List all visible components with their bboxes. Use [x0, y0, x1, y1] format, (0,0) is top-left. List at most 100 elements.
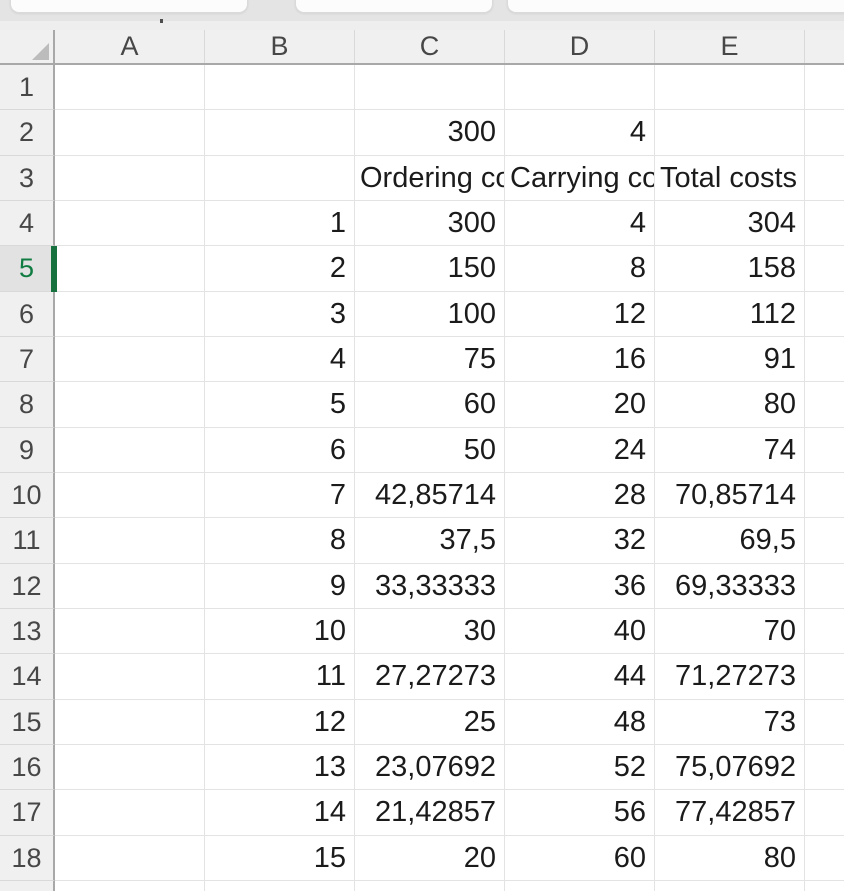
row-header-11[interactable]: 11	[0, 518, 55, 564]
cell-E4[interactable]: 304	[655, 200, 805, 247]
cell-E5[interactable]: 158	[655, 246, 805, 292]
cell-A9[interactable]	[55, 427, 205, 473]
cell-E8[interactable]: 80	[655, 382, 805, 428]
cell-B17[interactable]: 14	[205, 790, 355, 836]
cell-B7[interactable]: 4	[205, 336, 355, 383]
cell-A1[interactable]	[55, 65, 205, 111]
cell-F16[interactable]	[805, 744, 844, 791]
cell-D5[interactable]: 8	[505, 246, 655, 292]
cell-E12[interactable]: 69,33333	[655, 563, 805, 609]
cell-A13[interactable]	[55, 608, 205, 655]
cell-B1[interactable]	[205, 65, 355, 111]
cell-A6[interactable]	[55, 291, 205, 337]
cell-A18[interactable]	[55, 835, 205, 881]
cell-F3[interactable]	[805, 155, 844, 201]
cell-F13[interactable]	[805, 608, 844, 655]
cell-C16[interactable]: 23,07692	[355, 744, 505, 791]
cell-B16[interactable]: 13	[205, 744, 355, 791]
cell-E11[interactable]: 69,5	[655, 518, 805, 564]
cell-B11[interactable]: 8	[205, 518, 355, 564]
row-header-7[interactable]: 7	[0, 336, 55, 383]
cell-A4[interactable]	[55, 200, 205, 247]
cell-C2[interactable]: 300	[355, 110, 505, 156]
cell-F1[interactable]	[805, 65, 844, 111]
row-header-12[interactable]: 12	[0, 563, 55, 609]
cell-C8[interactable]: 60	[355, 382, 505, 428]
cell-A3[interactable]	[55, 155, 205, 201]
cell-E7[interactable]: 91	[655, 336, 805, 383]
cell-C1[interactable]	[355, 65, 505, 111]
cell-C18[interactable]: 20	[355, 835, 505, 881]
cell-A8[interactable]	[55, 382, 205, 428]
cell-B19[interactable]	[205, 880, 355, 891]
cell-D15[interactable]: 48	[505, 699, 655, 745]
cell-C5[interactable]: 150	[355, 246, 505, 292]
cell-C17[interactable]: 21,42857	[355, 790, 505, 836]
row-header-9[interactable]: 9	[0, 427, 55, 473]
window-tab-1[interactable]	[10, 0, 248, 13]
row-header-1[interactable]: 1	[0, 65, 55, 111]
row-header-2[interactable]: 2	[0, 110, 55, 156]
cell-A11[interactable]	[55, 518, 205, 564]
cell-E2[interactable]	[655, 110, 805, 156]
cell-B15[interactable]: 12	[205, 699, 355, 745]
cell-A17[interactable]	[55, 790, 205, 836]
cell-A14[interactable]	[55, 654, 205, 700]
cell-D12[interactable]: 36	[505, 563, 655, 609]
cell-A16[interactable]	[55, 744, 205, 791]
cell-D18[interactable]: 60	[505, 835, 655, 881]
cell-F6[interactable]	[805, 291, 844, 337]
row-header-16[interactable]: 16	[0, 744, 55, 791]
cell-B2[interactable]	[205, 110, 355, 156]
cell-F7[interactable]	[805, 336, 844, 383]
cell-E1[interactable]	[655, 65, 805, 111]
cell-B13[interactable]: 10	[205, 608, 355, 655]
cell-F2[interactable]	[805, 110, 844, 156]
cell-B8[interactable]: 5	[205, 382, 355, 428]
col-header-A[interactable]: A	[55, 30, 205, 63]
cell-F17[interactable]	[805, 790, 844, 836]
cell-C9[interactable]: 50	[355, 427, 505, 473]
cell-E14[interactable]: 71,27273	[655, 654, 805, 700]
cell-C13[interactable]: 30	[355, 608, 505, 655]
window-tab-2[interactable]	[295, 0, 493, 13]
cell-D13[interactable]: 40	[505, 608, 655, 655]
cell-F5[interactable]	[805, 246, 844, 292]
cell-B3[interactable]	[205, 155, 355, 201]
row-header-partial[interactable]	[0, 880, 55, 891]
cell-F19[interactable]	[805, 880, 844, 891]
cell-F12[interactable]	[805, 563, 844, 609]
cell-C19[interactable]	[355, 880, 505, 891]
select-all-corner[interactable]	[0, 30, 55, 63]
cell-F11[interactable]	[805, 518, 844, 564]
col-header-E[interactable]: E	[655, 30, 805, 63]
row-header-8[interactable]: 8	[0, 382, 55, 428]
cell-E6[interactable]: 112	[655, 291, 805, 337]
cell-C4[interactable]: 300	[355, 200, 505, 247]
cell-F8[interactable]	[805, 382, 844, 428]
cell-C14[interactable]: 27,27273	[355, 654, 505, 700]
cell-B4[interactable]: 1	[205, 200, 355, 247]
cell-D3[interactable]: Carrying co	[505, 155, 655, 201]
row-header-14[interactable]: 14	[0, 654, 55, 700]
cell-B12[interactable]: 9	[205, 563, 355, 609]
row-header-3[interactable]: 3	[0, 155, 55, 201]
cell-C15[interactable]: 25	[355, 699, 505, 745]
cell-C10[interactable]: 42,85714	[355, 472, 505, 519]
cell-C7[interactable]: 75	[355, 336, 505, 383]
cell-E3[interactable]: Total costs	[655, 155, 805, 201]
cell-F15[interactable]	[805, 699, 844, 745]
cell-D17[interactable]: 56	[505, 790, 655, 836]
col-header-D[interactable]: D	[505, 30, 655, 63]
cell-A2[interactable]	[55, 110, 205, 156]
cell-F9[interactable]	[805, 427, 844, 473]
row-header-4[interactable]: 4	[0, 200, 55, 247]
row-header-17[interactable]: 17	[0, 790, 55, 836]
col-header-C[interactable]: C	[355, 30, 505, 63]
cell-D16[interactable]: 52	[505, 744, 655, 791]
cell-D6[interactable]: 12	[505, 291, 655, 337]
col-header-B[interactable]: B	[205, 30, 355, 63]
cell-D9[interactable]: 24	[505, 427, 655, 473]
cell-F4[interactable]	[805, 200, 844, 247]
row-header-10[interactable]: 10	[0, 472, 55, 519]
